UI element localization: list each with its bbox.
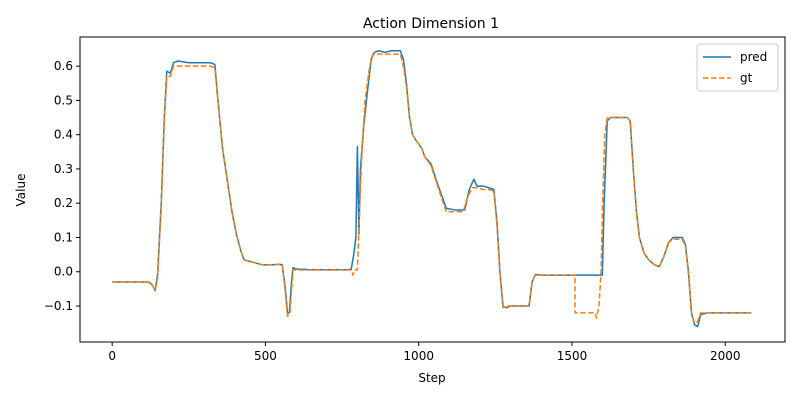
- x-tick-label: 500: [254, 349, 277, 363]
- y-tick-label: −0.1: [44, 299, 73, 313]
- x-tick-label: 2000: [710, 349, 741, 363]
- plot-frame: [79, 36, 786, 343]
- y-axis-label: Value: [14, 174, 28, 207]
- x-tick-label: 1000: [403, 349, 434, 363]
- legend: pred gt: [696, 43, 779, 92]
- legend-box: [696, 43, 779, 92]
- x-axis-label: Step: [418, 371, 445, 385]
- y-tick-label: 0.4: [54, 128, 73, 142]
- legend-label-gt: gt: [740, 71, 753, 85]
- x-axis: 0 500 1000 1500 2000: [108, 342, 741, 363]
- chart-title: Action Dimension 1: [363, 16, 499, 32]
- y-tick-label: 0.2: [54, 196, 73, 210]
- series-line-gt: [112, 53, 752, 324]
- legend-label-pred: pred: [740, 50, 767, 64]
- y-tick-label: 0.6: [54, 59, 73, 73]
- y-axis: −0.1 0.0 0.1 0.2 0.3 0.4 0.5 0.6: [44, 59, 80, 313]
- series-layer: [112, 49, 752, 328]
- y-tick-label: 0.3: [54, 162, 73, 176]
- y-tick-label: 0.1: [54, 230, 73, 244]
- y-tick-label: 0.0: [54, 265, 73, 279]
- y-tick-label: 0.5: [54, 93, 73, 107]
- x-tick-label: 0: [108, 349, 116, 363]
- x-tick-label: 1500: [557, 349, 588, 363]
